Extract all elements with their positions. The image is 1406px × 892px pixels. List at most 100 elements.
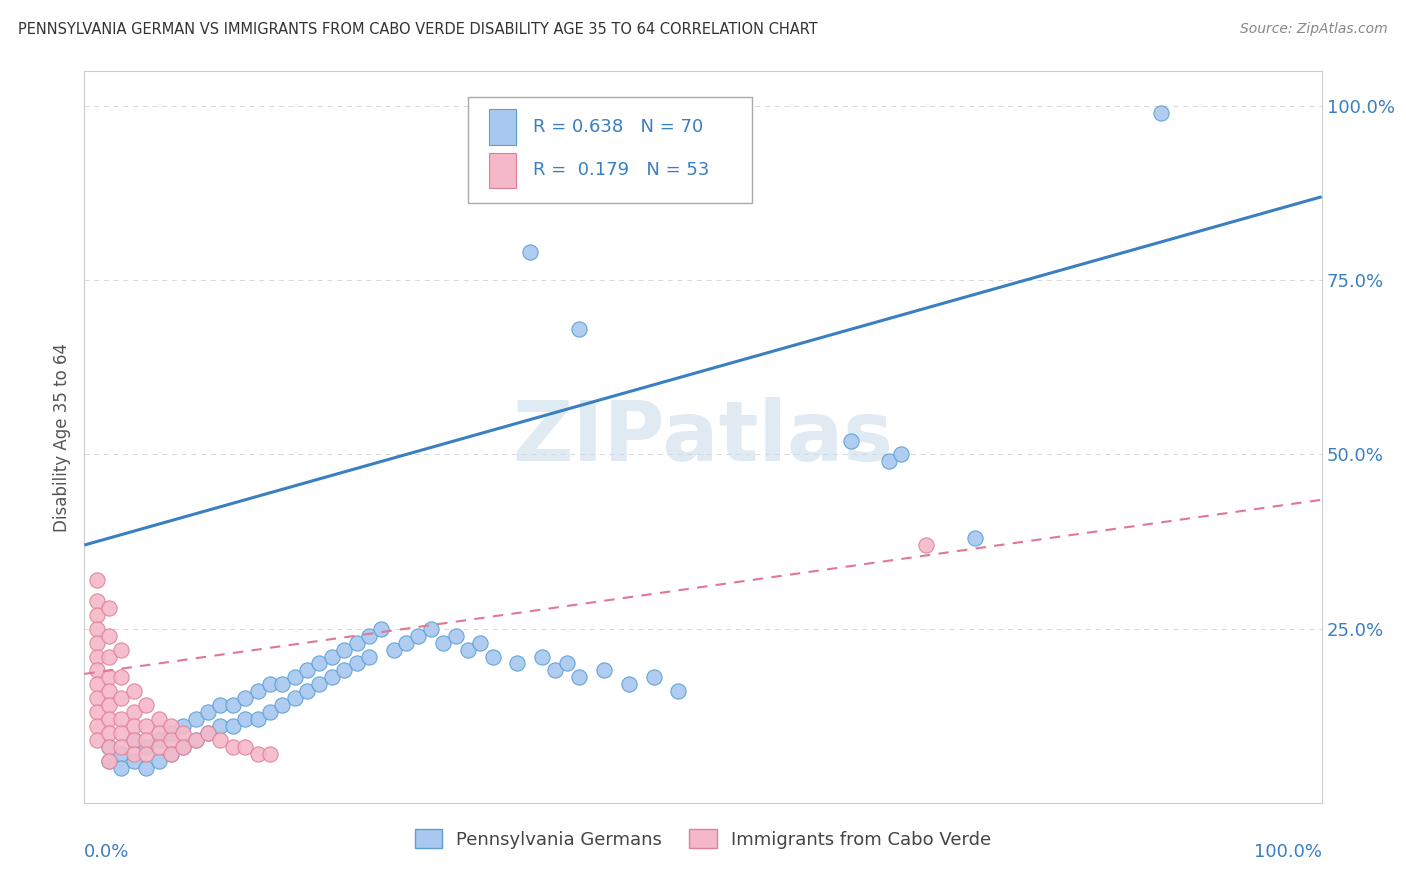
Point [555, 657, 578, 671]
Legend: Pennsylvania Germans, Immigrants from Cabo Verde: Pennsylvania Germans, Immigrants from Ca… [408, 822, 998, 856]
Point [110, 691, 132, 706]
Point [593, 664, 616, 678]
Point [395, 635, 418, 649]
Point [246, 712, 269, 726]
Point [86, 705, 108, 719]
Point [568, 322, 591, 336]
Point [98, 712, 121, 726]
Point [643, 670, 665, 684]
Point [135, 761, 157, 775]
Point [86, 691, 108, 706]
Point [444, 629, 467, 643]
Point [135, 719, 157, 733]
Point [346, 657, 368, 671]
Point [98, 754, 121, 768]
Point [98, 670, 121, 684]
Point [209, 719, 232, 733]
Point [568, 670, 591, 684]
Point [197, 726, 219, 740]
Point [110, 712, 132, 726]
Point [408, 629, 430, 643]
Point [308, 657, 330, 671]
Point [184, 712, 207, 726]
Point [841, 434, 863, 448]
Point [259, 747, 281, 761]
Point [135, 733, 157, 747]
Point [172, 740, 194, 755]
Point [98, 629, 121, 643]
Point [284, 670, 307, 684]
Point [543, 664, 565, 678]
Point [233, 691, 256, 706]
Text: ZIPatlas: ZIPatlas [513, 397, 893, 477]
Point [321, 670, 343, 684]
Point [86, 719, 108, 733]
Point [333, 664, 356, 678]
Point [890, 448, 912, 462]
Point [98, 698, 121, 713]
Point [160, 733, 183, 747]
Point [184, 733, 207, 747]
Point [531, 649, 554, 664]
Point [346, 635, 368, 649]
Point [914, 538, 936, 552]
Point [357, 649, 380, 664]
Point [419, 622, 441, 636]
Point [86, 664, 108, 678]
Point [86, 594, 108, 608]
Point [98, 754, 121, 768]
Point [666, 684, 689, 698]
Point [122, 684, 145, 698]
Point [110, 761, 132, 775]
Point [197, 705, 219, 719]
Point [86, 622, 108, 636]
Point [86, 607, 108, 622]
Point [481, 649, 503, 664]
Point [122, 705, 145, 719]
Point [506, 657, 529, 671]
Point [209, 733, 232, 747]
Point [246, 747, 269, 761]
Point [98, 684, 121, 698]
Point [271, 677, 294, 691]
Y-axis label: Disability Age 35 to 64: Disability Age 35 to 64 [53, 343, 72, 532]
Point [148, 726, 170, 740]
Point [184, 733, 207, 747]
Point [135, 740, 157, 755]
Point [98, 600, 121, 615]
Point [172, 719, 194, 733]
Point [1150, 106, 1173, 120]
Point [148, 712, 170, 726]
Point [160, 747, 183, 761]
Point [259, 705, 281, 719]
Point [86, 677, 108, 691]
Point [457, 642, 479, 657]
Point [98, 726, 121, 740]
Point [135, 698, 157, 713]
Point [135, 747, 157, 761]
Point [284, 691, 307, 706]
Point [965, 531, 987, 545]
Point [98, 649, 121, 664]
Point [271, 698, 294, 713]
FancyBboxPatch shape [468, 97, 752, 203]
Point [98, 740, 121, 755]
FancyBboxPatch shape [489, 110, 516, 145]
Text: R = 0.638   N = 70: R = 0.638 N = 70 [533, 118, 704, 136]
Point [172, 740, 194, 755]
Point [877, 454, 900, 468]
Point [333, 642, 356, 657]
Point [122, 733, 145, 747]
Point [148, 733, 170, 747]
Point [86, 649, 108, 664]
Point [222, 740, 245, 755]
Point [160, 719, 183, 733]
Point [110, 726, 132, 740]
Point [470, 635, 492, 649]
Point [160, 726, 183, 740]
Point [160, 747, 183, 761]
FancyBboxPatch shape [489, 153, 516, 188]
Point [382, 642, 405, 657]
Text: 100.0%: 100.0% [1254, 843, 1322, 861]
Point [172, 726, 194, 740]
